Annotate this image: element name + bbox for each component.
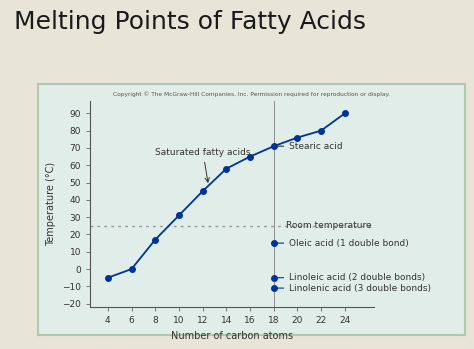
X-axis label: Number of carbon atoms: Number of carbon atoms xyxy=(171,331,293,341)
Y-axis label: Temperature (°C): Temperature (°C) xyxy=(46,162,56,246)
Text: Copyright © The McGraw-Hill Companies, Inc. Permission required for reproduction: Copyright © The McGraw-Hill Companies, I… xyxy=(113,91,390,97)
Text: Stearic acid: Stearic acid xyxy=(276,142,343,151)
Text: Linoleic acid (2 double bonds): Linoleic acid (2 double bonds) xyxy=(276,273,425,282)
Text: Melting Points of Fatty Acids: Melting Points of Fatty Acids xyxy=(14,10,366,35)
Text: Oleic acid (1 double bond): Oleic acid (1 double bond) xyxy=(276,239,409,247)
Text: Saturated fatty acids: Saturated fatty acids xyxy=(155,148,251,182)
Text: Room temperature: Room temperature xyxy=(286,221,372,230)
Text: Linolenic acid (3 double bonds): Linolenic acid (3 double bonds) xyxy=(276,284,431,292)
